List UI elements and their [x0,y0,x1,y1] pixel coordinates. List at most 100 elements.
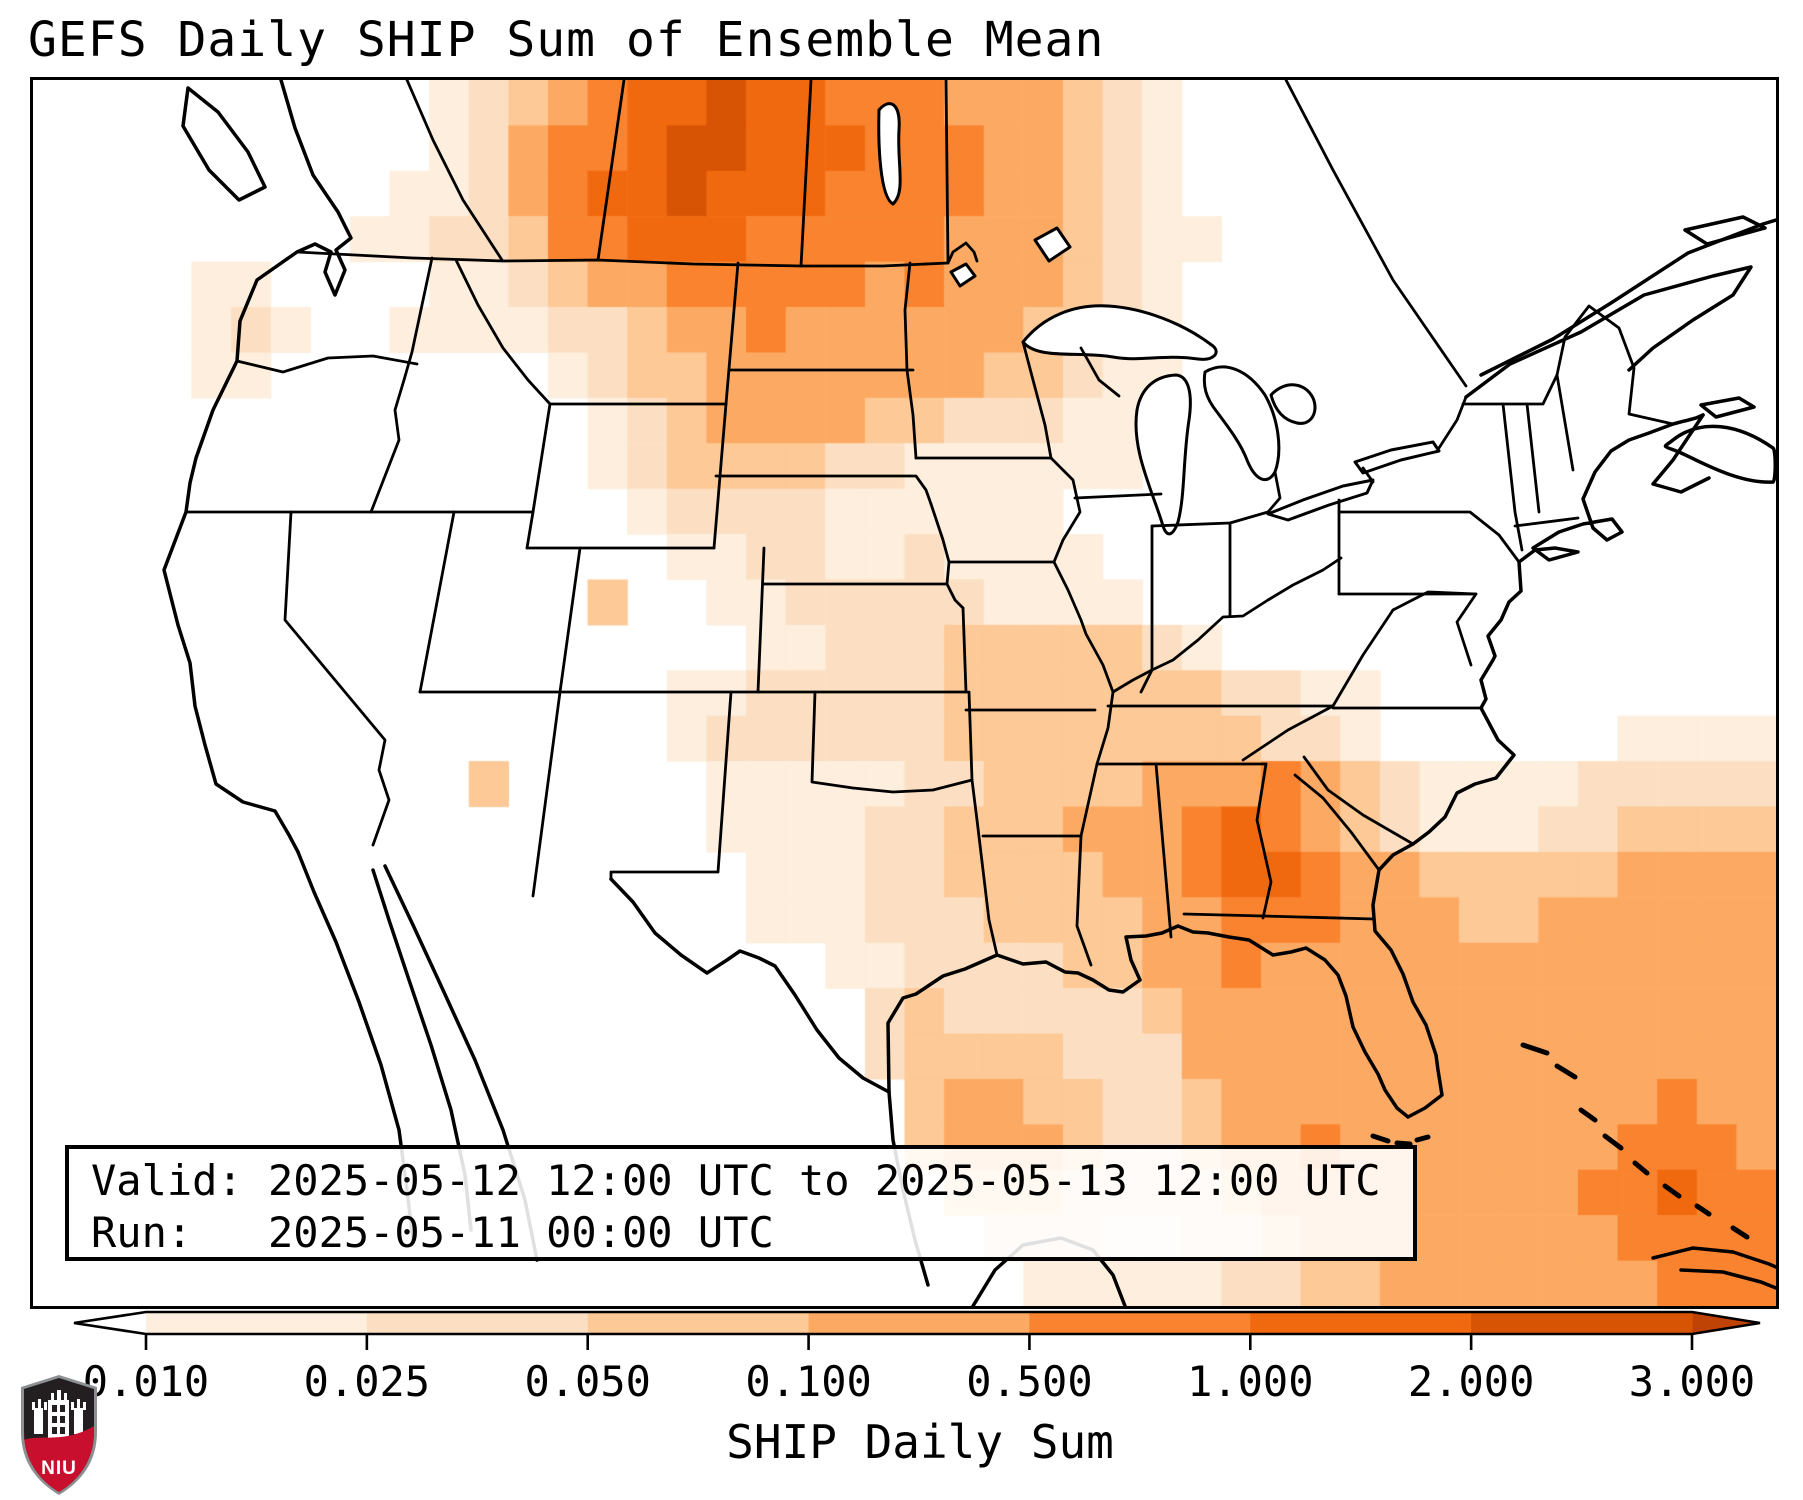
gulf-and-atlantic-coast [886,413,1705,1119]
ok-ar-border [967,690,974,782]
colorbar-label: SHIP Daily Sum [726,1415,1114,1469]
id-west-border [369,256,434,514]
colorbar-tick-label: 0.010 [83,1357,209,1406]
nh-me-border [1555,373,1575,472]
manitoba-ontario-border [944,80,950,265]
red-river-border [903,261,918,460]
mi-south-border [1150,510,1270,528]
tx-la-border [970,778,999,957]
colorbar-tick-label: 0.050 [524,1357,650,1406]
ontario-quebec-border [1284,80,1468,388]
state-borders [184,256,1580,967]
cuba-inner-coast [1679,1268,1776,1290]
figure-title: GEFS Daily SHIP Sum of Ensemble Mean [28,12,1105,68]
colorbar-segment [808,1312,1031,1334]
ohio-river-border [1111,556,1343,694]
canada-borders [295,80,1675,514]
wi-il-border [1073,492,1163,500]
ca-nv-border [283,510,391,847]
tn-nc-border [1241,704,1335,762]
lake-superior [1021,304,1218,361]
az-nm-border [531,690,562,898]
ny-new-england-border [1501,402,1524,552]
mi-wi-up-border [1079,346,1121,398]
border-45th-and-maine [1461,304,1675,426]
nova-scotia-coast [1663,424,1776,484]
wv-border [1391,590,1478,667]
wa-or-border [235,354,419,374]
st-lawrence-south-shore [1464,265,1753,399]
ga-sc-border [1293,773,1381,872]
colorbar: 0.010 0.025 0.050 0.100 0.500 1.000 2.000 3.000… [73,1310,1761,1469]
niagara-border [1361,466,1375,484]
florida-keys [1370,1133,1431,1147]
colorbar-tick-label: 0.100 [745,1357,871,1406]
colorbar-tick-label: 1.000 [1187,1357,1313,1406]
georgian-bay [1269,383,1317,425]
logo-text: NIU [41,1458,77,1479]
tx-panhandle-border [810,690,974,794]
al-ga-border [1255,762,1273,920]
cuba-north-coast [1651,1246,1776,1269]
great-lakes [877,102,1441,536]
ma-south-border [1513,516,1580,528]
sd-ne-border [714,474,933,506]
st-lawrence-north-shore [1479,218,1776,377]
border-huron-to-erie [1266,470,1282,514]
wy-west-border [525,402,552,550]
logo-castle-windows [52,1405,65,1434]
valid-time-text: Valid: 2025-05-12 12:00 UTC to 2025-05-1… [91,1156,1381,1205]
colorbar-tick-label: 2.000 [1408,1357,1534,1406]
lake-winnipeg [877,102,902,206]
nv-ut-border [418,510,456,694]
us-canada-49th-parallel [295,241,979,268]
nm-tx-border [609,690,733,881]
prince-edward-island [1699,396,1756,419]
vt-nh-border [1525,402,1541,514]
colorbar-under-arrow [74,1312,146,1334]
run-time-text: Run: 2025-05-11 00:00 UTC [91,1208,774,1257]
co-east-border [756,546,766,694]
vancouver-island-coast [181,86,267,202]
bay-of-fundy-coast [1651,413,1711,494]
fl-north-border [1182,912,1376,921]
colorbar-segment [1029,1312,1251,1334]
alberta-saskatchewan-border [596,80,626,262]
lake-erie [1266,478,1375,522]
colorbar-tick-label: 0.025 [304,1357,430,1406]
il-in-border [1139,524,1154,694]
colorbar-scale: 0.010 0.025 0.050 0.100 0.500 1.000 2.000 3.000 [73,1310,1761,1406]
map-panel: Valid: 2025-05-12 12:00 UTC to 2025-05-1… [30,77,1779,1309]
id-mt-border [454,258,552,406]
mississippi-river-border [1049,456,1115,967]
colorbar-tick-label: 3.000 [1629,1357,1755,1406]
ms-al-border [1154,762,1173,939]
saskatchewan-manitoba-border [799,80,813,268]
ky-va-border [1331,608,1395,708]
logo-red-band [24,1426,94,1492]
co-west-border [558,546,582,694]
validity-info-box: Valid: 2025-05-12 12:00 UTC to 2025-05-1… [65,1145,1417,1261]
colorbar-over-arrow [1692,1312,1760,1334]
basemap-svg [162,80,1776,1306]
colorbar-segment [146,1312,368,1334]
logo-castle [32,1390,86,1438]
nc-sc-border [1302,755,1415,846]
colorbar-segment [1471,1312,1693,1334]
pacific-coast [162,80,353,854]
mt-dakotas-border [724,261,740,406]
mn-wi-border [1021,340,1053,460]
rio-grande-border [609,877,891,1094]
bc-alberta-border [405,80,504,262]
colorbar-segment [587,1312,810,1334]
bahamas-islands [1520,1042,1750,1240]
niu-logo: NIU [21,1375,97,1495]
lake-nipigon [1033,226,1072,263]
colorbar-segment [366,1312,589,1334]
lake-ontario [1353,440,1441,475]
colorbar-segment [1250,1312,1472,1334]
anticosti-island [1683,215,1767,246]
lake-of-the-woods [949,262,977,288]
colorbar-tick-label: 0.500 [966,1357,1092,1406]
